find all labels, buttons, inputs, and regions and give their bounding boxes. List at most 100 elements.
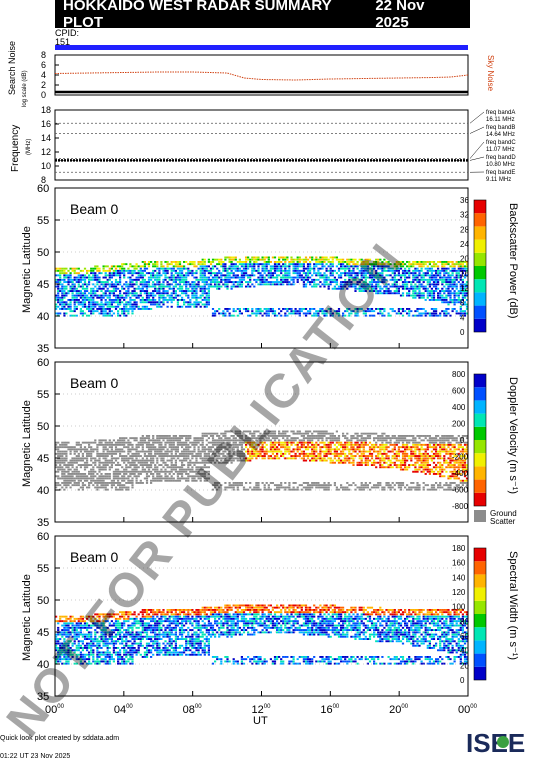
- radar-cell: [102, 310, 105, 313]
- radar-cell: [185, 305, 188, 308]
- radar-cell: [238, 258, 241, 261]
- radar-cell: [309, 484, 312, 487]
- radar-cell: [114, 486, 118, 489]
- radar-cell: [119, 484, 122, 487]
- radar-cell: [135, 479, 138, 482]
- radar-cell: [306, 443, 310, 446]
- radar-cell: [435, 269, 438, 272]
- radar-cell: [337, 261, 341, 263]
- radar-cell: [306, 276, 310, 279]
- radar-cell: [162, 446, 165, 449]
- radar-cell: [69, 276, 72, 279]
- radar-cell: [265, 450, 268, 453]
- radar-cell: [133, 470, 136, 473]
- radar-cell: [416, 314, 419, 317]
- radar-cell: [333, 269, 336, 272]
- radar-cell: [174, 276, 177, 279]
- radar-cell: [430, 308, 433, 310]
- radar-cell: [164, 475, 167, 478]
- radar-cell: [201, 443, 204, 446]
- radar-cell: [110, 457, 113, 460]
- radar-cell: [424, 312, 427, 315]
- radar-cell: [104, 448, 107, 451]
- radar-cell: [96, 488, 99, 491]
- radar-cell: [174, 296, 177, 299]
- radar-cell: [259, 281, 262, 283]
- colorbar-segment: [474, 252, 486, 266]
- radar-cell: [263, 261, 266, 263]
- radar-cell: [441, 287, 444, 290]
- radar-cell: [271, 274, 274, 277]
- radar-cell: [83, 448, 87, 451]
- radar-cell: [331, 274, 334, 277]
- radar-cell: [397, 290, 400, 292]
- radar-cell: [147, 439, 151, 442]
- radar-cell: [459, 283, 462, 286]
- radar-cell: [294, 452, 297, 455]
- radar-cell: [238, 281, 241, 283]
- radar-cell: [459, 285, 462, 288]
- radar-cell: [348, 283, 351, 286]
- radar-cell: [337, 455, 341, 457]
- radar-cell: [284, 482, 287, 484]
- radar-cell: [96, 459, 99, 462]
- radar-cell: [114, 274, 118, 277]
- radar-cell: [154, 285, 157, 288]
- radar-cell: [203, 290, 206, 292]
- radar-cell: [154, 439, 157, 442]
- radar-cell: [437, 272, 440, 275]
- radar-cell: [143, 441, 146, 444]
- radar-cell: [416, 292, 419, 295]
- radar-cell: [259, 439, 262, 442]
- radar-cell: [253, 274, 256, 277]
- radar-cell: [300, 265, 303, 268]
- radar-cell: [251, 435, 254, 437]
- radar-cell: [181, 437, 184, 440]
- radar-cell: [278, 267, 281, 270]
- radar-cell: [112, 312, 115, 315]
- radar-cell: [292, 450, 295, 453]
- radar-cell: [325, 274, 328, 277]
- radar-cell: [395, 278, 398, 281]
- radar-cell: [449, 283, 452, 286]
- radar-cell: [418, 272, 421, 275]
- radar-cell: [125, 437, 128, 440]
- radar-cell: [129, 296, 132, 299]
- radar-cell: [459, 301, 462, 304]
- radar-cell: [88, 443, 91, 446]
- radar-cell: [240, 283, 243, 286]
- radar-cell: [362, 484, 365, 487]
- radar-cell: [447, 294, 450, 297]
- radar-cell: [81, 303, 84, 306]
- radar-cell: [352, 437, 355, 440]
- radar-cell: [121, 308, 124, 310]
- radar-cell: [313, 452, 316, 455]
- radar-cell: [304, 276, 308, 279]
- radar-cell: [463, 267, 467, 270]
- radar-cell: [176, 473, 179, 475]
- radar-cell: [383, 314, 386, 317]
- radar-cell: [323, 450, 326, 453]
- radar-cell: [362, 265, 365, 268]
- radar-cell: [156, 281, 159, 283]
- radar-cell: [309, 269, 312, 272]
- radar-cell: [265, 452, 268, 455]
- radar-cell: [344, 461, 347, 464]
- radar-cell: [209, 441, 213, 444]
- radar-cell: [71, 459, 74, 462]
- radar-cell: [441, 290, 444, 292]
- radar-cell: [259, 283, 262, 286]
- radar-cell: [75, 475, 78, 478]
- radar-cell: [108, 296, 111, 299]
- noise-ytick: 2: [41, 80, 46, 90]
- radar-cell: [412, 287, 415, 290]
- radar-cell: [263, 258, 266, 261]
- radar-cell: [86, 457, 89, 460]
- radar-cell: [127, 290, 130, 292]
- radar-cell: [362, 310, 365, 313]
- radar-cell: [453, 265, 456, 268]
- radar-cell: [362, 441, 365, 444]
- radar-cell: [284, 263, 287, 266]
- radar-cell: [193, 285, 196, 288]
- radar-cell: [410, 272, 413, 275]
